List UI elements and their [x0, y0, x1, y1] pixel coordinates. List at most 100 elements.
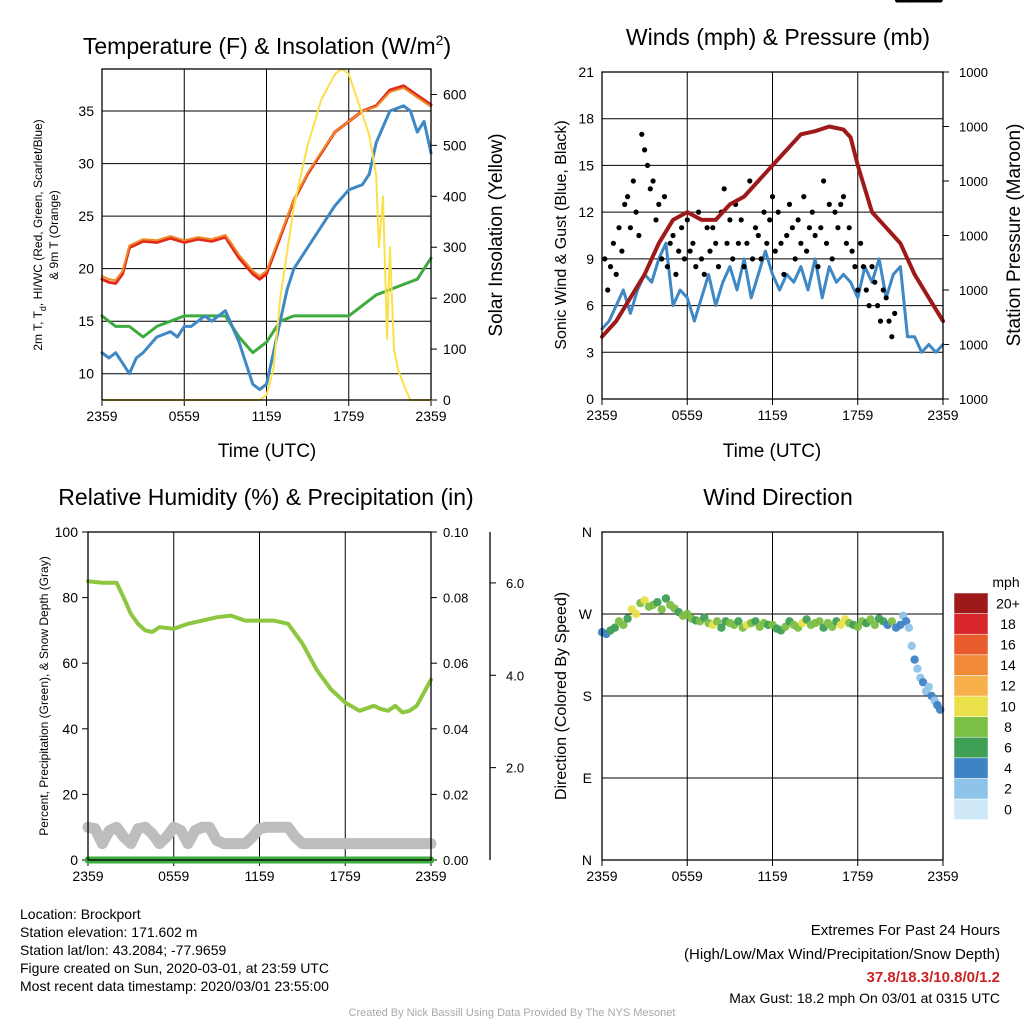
wind-xtick-label-0: 2359 [586, 407, 617, 423]
dir-ytick-label-1: E [583, 770, 592, 786]
temp-ytick-label-0: 10 [78, 366, 94, 382]
wind-ytick-label-6: 18 [578, 111, 594, 127]
wind-gust-point-72 [806, 225, 813, 231]
dir-point-10 [640, 596, 649, 605]
wind-gust-point-33 [696, 209, 702, 215]
rh-ytick-label-1: 20 [62, 786, 78, 802]
temp-series-9m-t [101, 86, 432, 282]
colorbar-swatch-9 [953, 613, 989, 635]
colorbar-label-10: 20+ [996, 595, 1020, 611]
dir-xtick-label-3: 1759 [842, 868, 873, 884]
wind-gust-point-100 [886, 318, 892, 324]
wind-gust-point-27 [679, 225, 685, 231]
wind-gust-point-30 [687, 248, 693, 254]
wind-gust-point-91 [860, 264, 867, 270]
temp-chart-title: Temperature (F) & Insolation (W/m2) [83, 32, 451, 59]
wind-gust-point-92 [863, 287, 869, 293]
dir-ytick-label-0: N [582, 852, 592, 868]
colorbar-swatch-8 [953, 633, 989, 656]
wind-ytick-label-3: 9 [586, 251, 594, 267]
temp-y2tick-label-0: 0 [443, 392, 451, 408]
colorbar-swatch-0 [953, 798, 989, 820]
wind-ytick-label-0: 0 [586, 391, 594, 407]
wind-y2tick-label-3: 1000 [959, 229, 988, 244]
wind-gust-point-19 [656, 201, 662, 207]
rh-series-snow-depth [82, 821, 437, 850]
wind-gust-point-24 [670, 232, 676, 239]
wind-series-pressure [600, 124, 945, 339]
wind-gust-point-7 [622, 201, 628, 207]
extremes-subtitle: (High/Low/Max Wind/Precipitation/Snow De… [684, 946, 1000, 963]
wind-gust-point-57 [764, 240, 770, 246]
temp-ytick-label-1: 15 [78, 313, 94, 329]
rh-plot-border [87, 531, 432, 861]
dir-point-73 [904, 623, 914, 632]
wind-gust-point-38 [710, 225, 716, 231]
rh-y2tick-label-4: 0.08 [443, 591, 468, 606]
wind-gust-point-12 [636, 232, 642, 239]
dir-point-74 [907, 641, 916, 651]
wind-gust-point-98 [880, 287, 886, 293]
wind-gust-point-47 [735, 240, 742, 246]
rh-ytick-label-0: 0 [70, 852, 78, 868]
wind-ytick-label-4: 12 [578, 204, 594, 220]
temp-xtick-label-4: 2359 [415, 408, 446, 424]
rh-ytick-label-5: 100 [55, 524, 79, 540]
colorbar-label-7: 14 [1000, 657, 1016, 673]
wind-gust-point-79 [826, 201, 832, 207]
dir-point-72 [901, 617, 911, 626]
wind-gust-point-96 [875, 303, 881, 309]
dir-point-15 [661, 594, 671, 603]
rh-y3tick-label-2: 6.0 [506, 576, 524, 591]
rh-y3tick-label-0: 2.0 [506, 761, 524, 776]
wind-gust-point-59 [769, 194, 776, 200]
wind-gust-point-16 [647, 186, 653, 192]
temp-xtick-label-0: 2359 [86, 408, 117, 424]
wind-gust-point-6 [619, 248, 625, 254]
colorbar-swatch-3 [953, 736, 989, 759]
dir-point-14 [657, 605, 666, 614]
wind-gust-point-55 [758, 256, 764, 262]
wind-gust-point-87 [849, 248, 855, 254]
rh-ytick-label-2: 40 [62, 721, 78, 737]
temp-ytick-label-2: 20 [78, 261, 94, 277]
wind-gust-point-62 [778, 240, 784, 246]
colorbar-label-9: 18 [1000, 616, 1016, 632]
rh-ytick-label-3: 60 [62, 655, 78, 671]
wind-gust-point-28 [681, 256, 688, 262]
colorbar-label-1: 2 [1004, 781, 1012, 797]
rh-chart-title: Relative Humidity (%) & Precipitation (i… [58, 484, 473, 510]
wind-gust-point-102 [892, 310, 898, 316]
dir-xtick-label-2: 1159 [757, 868, 787, 884]
wind-gust-point-4 [613, 271, 619, 277]
wind-gust-point-49 [741, 264, 747, 270]
wind-gust-point-77 [821, 178, 827, 184]
wind-xtick-label-1: 0559 [672, 407, 703, 423]
wind-gust-point-99 [883, 295, 889, 301]
rh-y2tick-label-0: 0.00 [443, 853, 468, 868]
wind-gust-point-81 [832, 209, 838, 215]
extremes-info: Extremes For Past 24 Hours (High/Low/Max… [684, 919, 1000, 1007]
wind-gust-point-36 [704, 225, 710, 231]
dir-point-51 [815, 617, 824, 626]
wind-gust-point-14 [642, 147, 648, 153]
wind-gust-point-69 [798, 240, 804, 246]
wind-gust-point-26 [676, 248, 682, 254]
wind-gust-point-29 [684, 217, 690, 223]
colorbar-swatch-1 [953, 778, 989, 800]
rh-xtick-label-1: 0559 [158, 868, 189, 884]
station-info: Location: Brockport Station elevation: 1… [20, 905, 329, 995]
wind-gust-point-13 [639, 131, 645, 137]
wind-gust-point-2 [607, 264, 614, 270]
wind-gust-point-48 [738, 217, 744, 223]
wind-gust-point-22 [664, 264, 671, 270]
dir-point-75 [910, 655, 919, 664]
wind-gust-point-83 [838, 201, 844, 207]
wind-gust-point-21 [661, 194, 668, 200]
wind-y2tick-label-6: 1000 [959, 65, 988, 80]
wind-gust-point-34 [698, 256, 705, 262]
wind-gust-point-15 [644, 162, 651, 168]
colorbar-label-3: 6 [1004, 740, 1012, 756]
wind-gust-point-68 [795, 217, 801, 223]
recent-data-text: Most recent data timestamp: 2020/03/01 2… [20, 978, 329, 994]
